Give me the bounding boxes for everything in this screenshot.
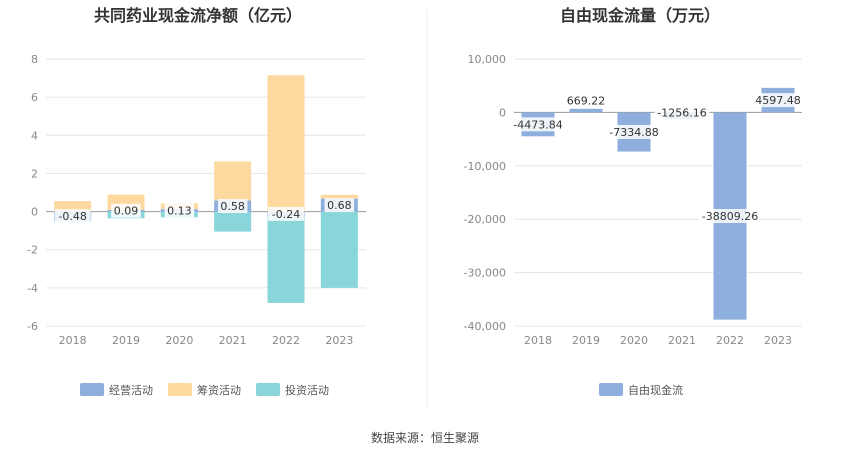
x-tick-label: 2020 [620, 334, 648, 347]
data-label-bg [217, 199, 248, 214]
data-label-bg [753, 93, 803, 108]
legend-label-fcf[interactable]: 自由现金流 [628, 383, 683, 397]
legend-swatch-1[interactable] [80, 383, 104, 396]
data-label: -0.24 [272, 208, 300, 221]
y-tick-label: 6 [31, 91, 38, 104]
y-tick-label: 4 [31, 129, 38, 142]
y-tick-label: 8 [31, 53, 38, 66]
data-label: -7334.88 [609, 126, 658, 139]
left-chart: 8 6 4 2 0 -2 -4 -6 2018 2019 2020 2021 2022 2023 -0.48… [27, 53, 366, 347]
data-label-bg [54, 209, 91, 224]
x-tick-label: 2022 [716, 334, 744, 347]
data-label-bg [324, 198, 355, 213]
x-tick-label: 2018 [59, 334, 87, 347]
legend-label-1[interactable]: 经营活动 [109, 383, 153, 397]
data-label: 0.09 [114, 205, 139, 218]
bar-2-2018 [54, 201, 92, 212]
data-label-bg [164, 203, 195, 218]
x-tick-label: 2023 [325, 334, 353, 347]
bar-3-2021 [214, 211, 252, 232]
x-tick-label: 2019 [572, 334, 600, 347]
bar-3-2023 [320, 211, 358, 288]
bar-2-2023 [320, 194, 358, 199]
data-label: 0.58 [220, 200, 245, 213]
bar-1-2019 [569, 108, 603, 113]
right-chart-title: 自由现金流量（万元） [560, 6, 720, 25]
y-tick-label: -2 [27, 244, 38, 257]
x-tick-label: 2018 [524, 334, 552, 347]
data-label-bg [564, 93, 608, 108]
x-tick-label: 2019 [112, 334, 140, 347]
bar-3-2022 [267, 216, 305, 303]
y-tick-label: -4 [27, 282, 38, 295]
bar-2-2021 [214, 161, 252, 201]
y-tick-label: -6 [27, 320, 38, 333]
x-tick-label: 2021 [668, 334, 696, 347]
y-tick-label: 0 [499, 106, 506, 119]
y-tick-label: 2 [31, 167, 38, 180]
y-tick-label: -30,000 [464, 267, 506, 280]
data-label: -1256.16 [657, 106, 706, 119]
y-tick-label: -40,000 [464, 320, 506, 333]
data-label: 4597.48 [755, 94, 801, 107]
y-tick-label: 10,000 [468, 53, 507, 66]
x-tick-label: 2021 [219, 334, 247, 347]
data-label: 0.68 [327, 199, 352, 212]
x-tick-label: 2022 [272, 334, 300, 347]
x-tick-label: 2020 [165, 334, 193, 347]
right-chart: 10,000 0 -10,000 -20,000 -30,000 -40,000 2018 2… [464, 53, 803, 347]
data-label-bg [654, 105, 710, 120]
data-label: 669.22 [567, 94, 606, 107]
data-label: -4473.84 [513, 118, 562, 131]
y-tick-label: -20,000 [464, 213, 506, 226]
y-tick-label: 0 [31, 206, 38, 219]
data-label-bg [699, 209, 761, 224]
legend-swatch-2[interactable] [168, 383, 192, 396]
data-label-bg [268, 206, 304, 221]
legend-label-2[interactable]: 筹资活动 [197, 383, 241, 397]
data-label: 0.13 [167, 204, 192, 217]
y-tick-label: -10,000 [464, 160, 506, 173]
legends: 经营活动 筹资活动 投资活动 自由现金流 [80, 383, 683, 397]
data-label-bg [111, 203, 141, 218]
data-label-bg [606, 124, 662, 139]
x-tick-label: 2023 [764, 334, 792, 347]
bar-2-2022 [267, 75, 305, 212]
data-label: -0.48 [58, 210, 86, 223]
source-note: 数据来源：恒生聚源 [371, 430, 479, 445]
data-label-bg [510, 117, 566, 132]
legend-label-3[interactable]: 投资活动 [285, 383, 329, 397]
legend-swatch-fcf[interactable] [599, 383, 623, 396]
data-label: -38809.26 [702, 210, 758, 223]
left-chart-title: 共同药业现金流净额（亿元） [94, 6, 302, 25]
legend-swatch-3[interactable] [256, 383, 280, 396]
